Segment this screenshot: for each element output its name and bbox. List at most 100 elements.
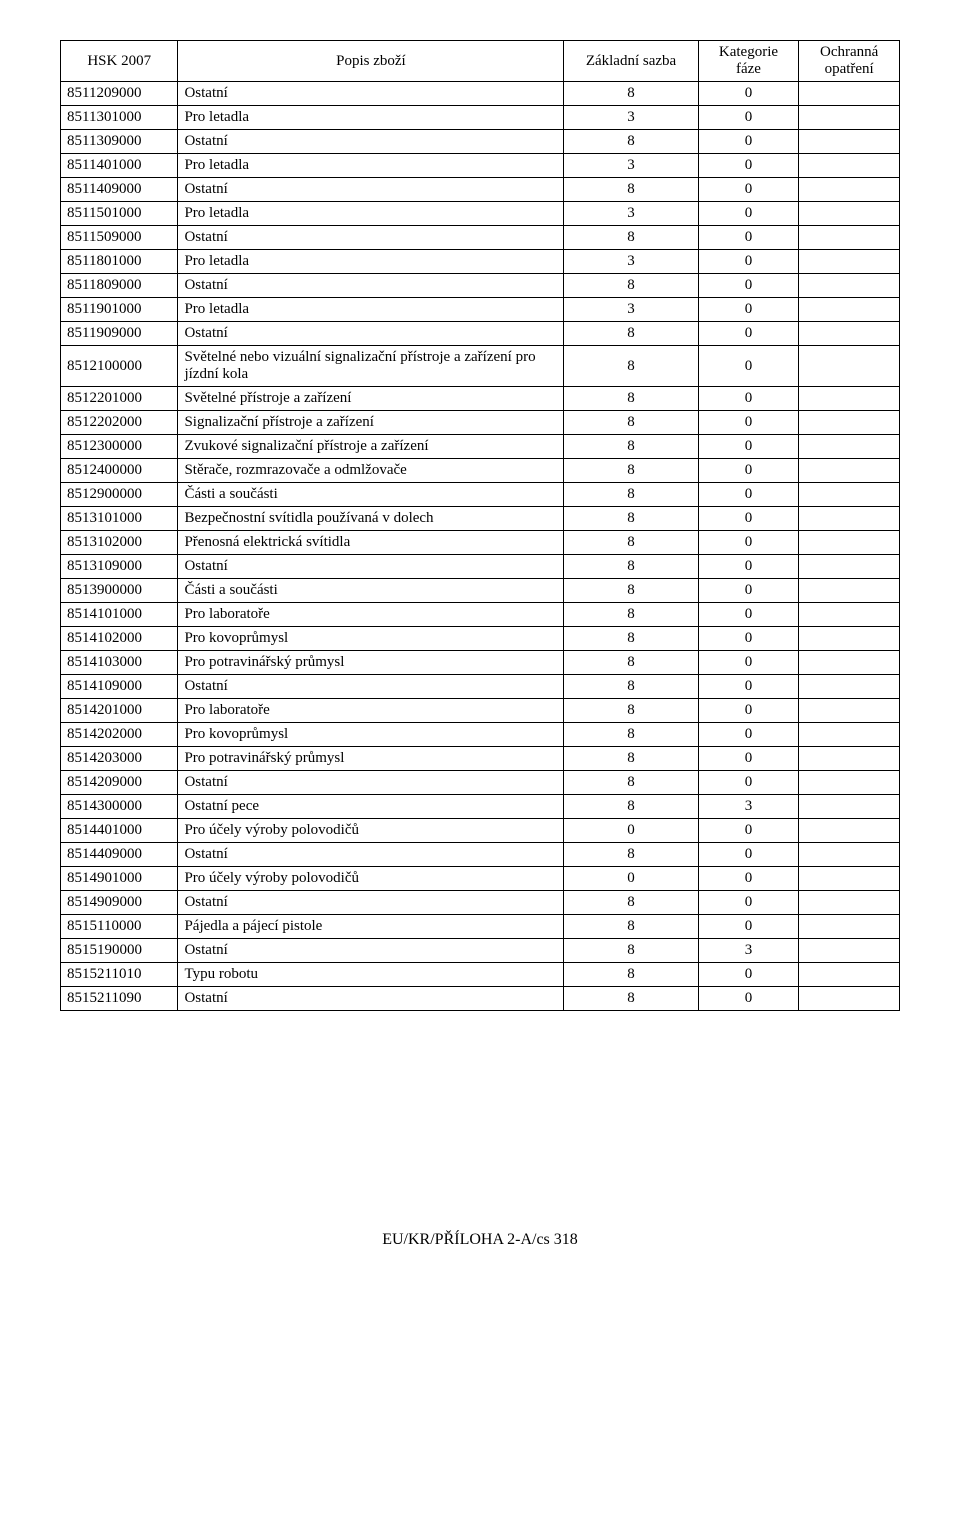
cell-code: 8511309000 <box>61 130 178 154</box>
table-header-row: HSK 2007 Popis zboží Základní sazba Kate… <box>61 41 900 82</box>
cell-sazba: 8 <box>564 963 698 987</box>
cell-sazba: 3 <box>564 298 698 322</box>
cell-desc: Pro účely výroby polovodičů <box>178 867 564 891</box>
cell-sazba: 8 <box>564 411 698 435</box>
cell-opatreni <box>799 915 900 939</box>
table-row: 8514409000Ostatní80 <box>61 843 900 867</box>
table-row: 8512400000Stěrače, rozmrazovače a odmlžo… <box>61 459 900 483</box>
cell-desc: Ostatní <box>178 226 564 250</box>
cell-desc: Přenosná elektrická svítidla <box>178 531 564 555</box>
cell-code: 8512300000 <box>61 435 178 459</box>
cell-faze: 0 <box>698 627 799 651</box>
cell-code: 8514201000 <box>61 699 178 723</box>
cell-sazba: 8 <box>564 483 698 507</box>
table-row: 8511401000Pro letadla30 <box>61 154 900 178</box>
header-hsk: HSK 2007 <box>61 41 178 82</box>
cell-code: 8514901000 <box>61 867 178 891</box>
cell-code: 8514103000 <box>61 651 178 675</box>
cell-code: 8511301000 <box>61 106 178 130</box>
cell-sazba: 8 <box>564 795 698 819</box>
cell-sazba: 8 <box>564 891 698 915</box>
cell-opatreni <box>799 435 900 459</box>
cell-desc: Světelné nebo vizuální signalizační přís… <box>178 346 564 387</box>
cell-sazba: 3 <box>564 202 698 226</box>
cell-sazba: 8 <box>564 699 698 723</box>
page-footer: EU/KR/PŘÍLOHA 2-A/cs 318 <box>60 1231 900 1249</box>
cell-opatreni <box>799 651 900 675</box>
cell-code: 8512400000 <box>61 459 178 483</box>
table-row: 8513101000Bezpečnostní svítidla používan… <box>61 507 900 531</box>
cell-desc: Části a součásti <box>178 483 564 507</box>
cell-opatreni <box>799 963 900 987</box>
cell-sazba: 8 <box>564 226 698 250</box>
cell-faze: 3 <box>698 795 799 819</box>
cell-faze: 0 <box>698 322 799 346</box>
cell-opatreni <box>799 843 900 867</box>
cell-code: 8514409000 <box>61 843 178 867</box>
cell-code: 8511809000 <box>61 274 178 298</box>
cell-code: 8515110000 <box>61 915 178 939</box>
header-opatreni: Ochranná opatření <box>799 41 900 82</box>
cell-faze: 0 <box>698 843 799 867</box>
cell-opatreni <box>799 346 900 387</box>
cell-desc: Ostatní <box>178 82 564 106</box>
cell-code: 8511509000 <box>61 226 178 250</box>
cell-opatreni <box>799 819 900 843</box>
cell-faze: 0 <box>698 250 799 274</box>
cell-faze: 0 <box>698 274 799 298</box>
cell-faze: 0 <box>698 507 799 531</box>
cell-opatreni <box>799 483 900 507</box>
cell-sazba: 8 <box>564 82 698 106</box>
cell-opatreni <box>799 178 900 202</box>
cell-faze: 0 <box>698 435 799 459</box>
cell-code: 8511501000 <box>61 202 178 226</box>
cell-faze: 0 <box>698 915 799 939</box>
cell-sazba: 8 <box>564 603 698 627</box>
header-sazba: Základní sazba <box>564 41 698 82</box>
cell-faze: 0 <box>698 771 799 795</box>
cell-desc: Části a součásti <box>178 579 564 603</box>
cell-opatreni <box>799 106 900 130</box>
table-row: 8511501000Pro letadla30 <box>61 202 900 226</box>
cell-faze: 0 <box>698 603 799 627</box>
cell-sazba: 8 <box>564 435 698 459</box>
cell-sazba: 8 <box>564 987 698 1011</box>
cell-opatreni <box>799 867 900 891</box>
table-row: 8514401000Pro účely výroby polovodičů00 <box>61 819 900 843</box>
table-row: 8514102000Pro kovoprůmysl80 <box>61 627 900 651</box>
cell-opatreni <box>799 891 900 915</box>
cell-sazba: 8 <box>564 843 698 867</box>
cell-code: 8514909000 <box>61 891 178 915</box>
cell-opatreni <box>799 555 900 579</box>
cell-code: 8515211010 <box>61 963 178 987</box>
cell-desc: Pro letadla <box>178 202 564 226</box>
cell-desc: Světelné přístroje a zařízení <box>178 387 564 411</box>
cell-sazba: 8 <box>564 274 698 298</box>
cell-desc: Pro letadla <box>178 154 564 178</box>
table-row: 8514209000Ostatní80 <box>61 771 900 795</box>
cell-code: 8513101000 <box>61 507 178 531</box>
cell-faze: 0 <box>698 154 799 178</box>
cell-sazba: 8 <box>564 555 698 579</box>
cell-desc: Pro potravinářský průmysl <box>178 747 564 771</box>
table-row: 8512202000Signalizační přístroje a zaříz… <box>61 411 900 435</box>
table-row: 8512300000Zvukové signalizační přístroje… <box>61 435 900 459</box>
cell-faze: 0 <box>698 202 799 226</box>
cell-opatreni <box>799 387 900 411</box>
cell-code: 8514300000 <box>61 795 178 819</box>
cell-opatreni <box>799 322 900 346</box>
table-row: 8514909000Ostatní80 <box>61 891 900 915</box>
cell-sazba: 0 <box>564 867 698 891</box>
table-row: 8513109000Ostatní80 <box>61 555 900 579</box>
cell-sazba: 8 <box>564 346 698 387</box>
table-row: 8513900000Části a součásti80 <box>61 579 900 603</box>
cell-opatreni <box>799 627 900 651</box>
cell-sazba: 8 <box>564 651 698 675</box>
cell-code: 8512201000 <box>61 387 178 411</box>
table-row: 8514101000Pro laboratoře80 <box>61 603 900 627</box>
table-row: 8515110000Pájedla a pájecí pistole80 <box>61 915 900 939</box>
cell-faze: 0 <box>698 651 799 675</box>
cell-desc: Ostatní <box>178 891 564 915</box>
cell-sazba: 8 <box>564 130 698 154</box>
cell-desc: Ostatní <box>178 555 564 579</box>
